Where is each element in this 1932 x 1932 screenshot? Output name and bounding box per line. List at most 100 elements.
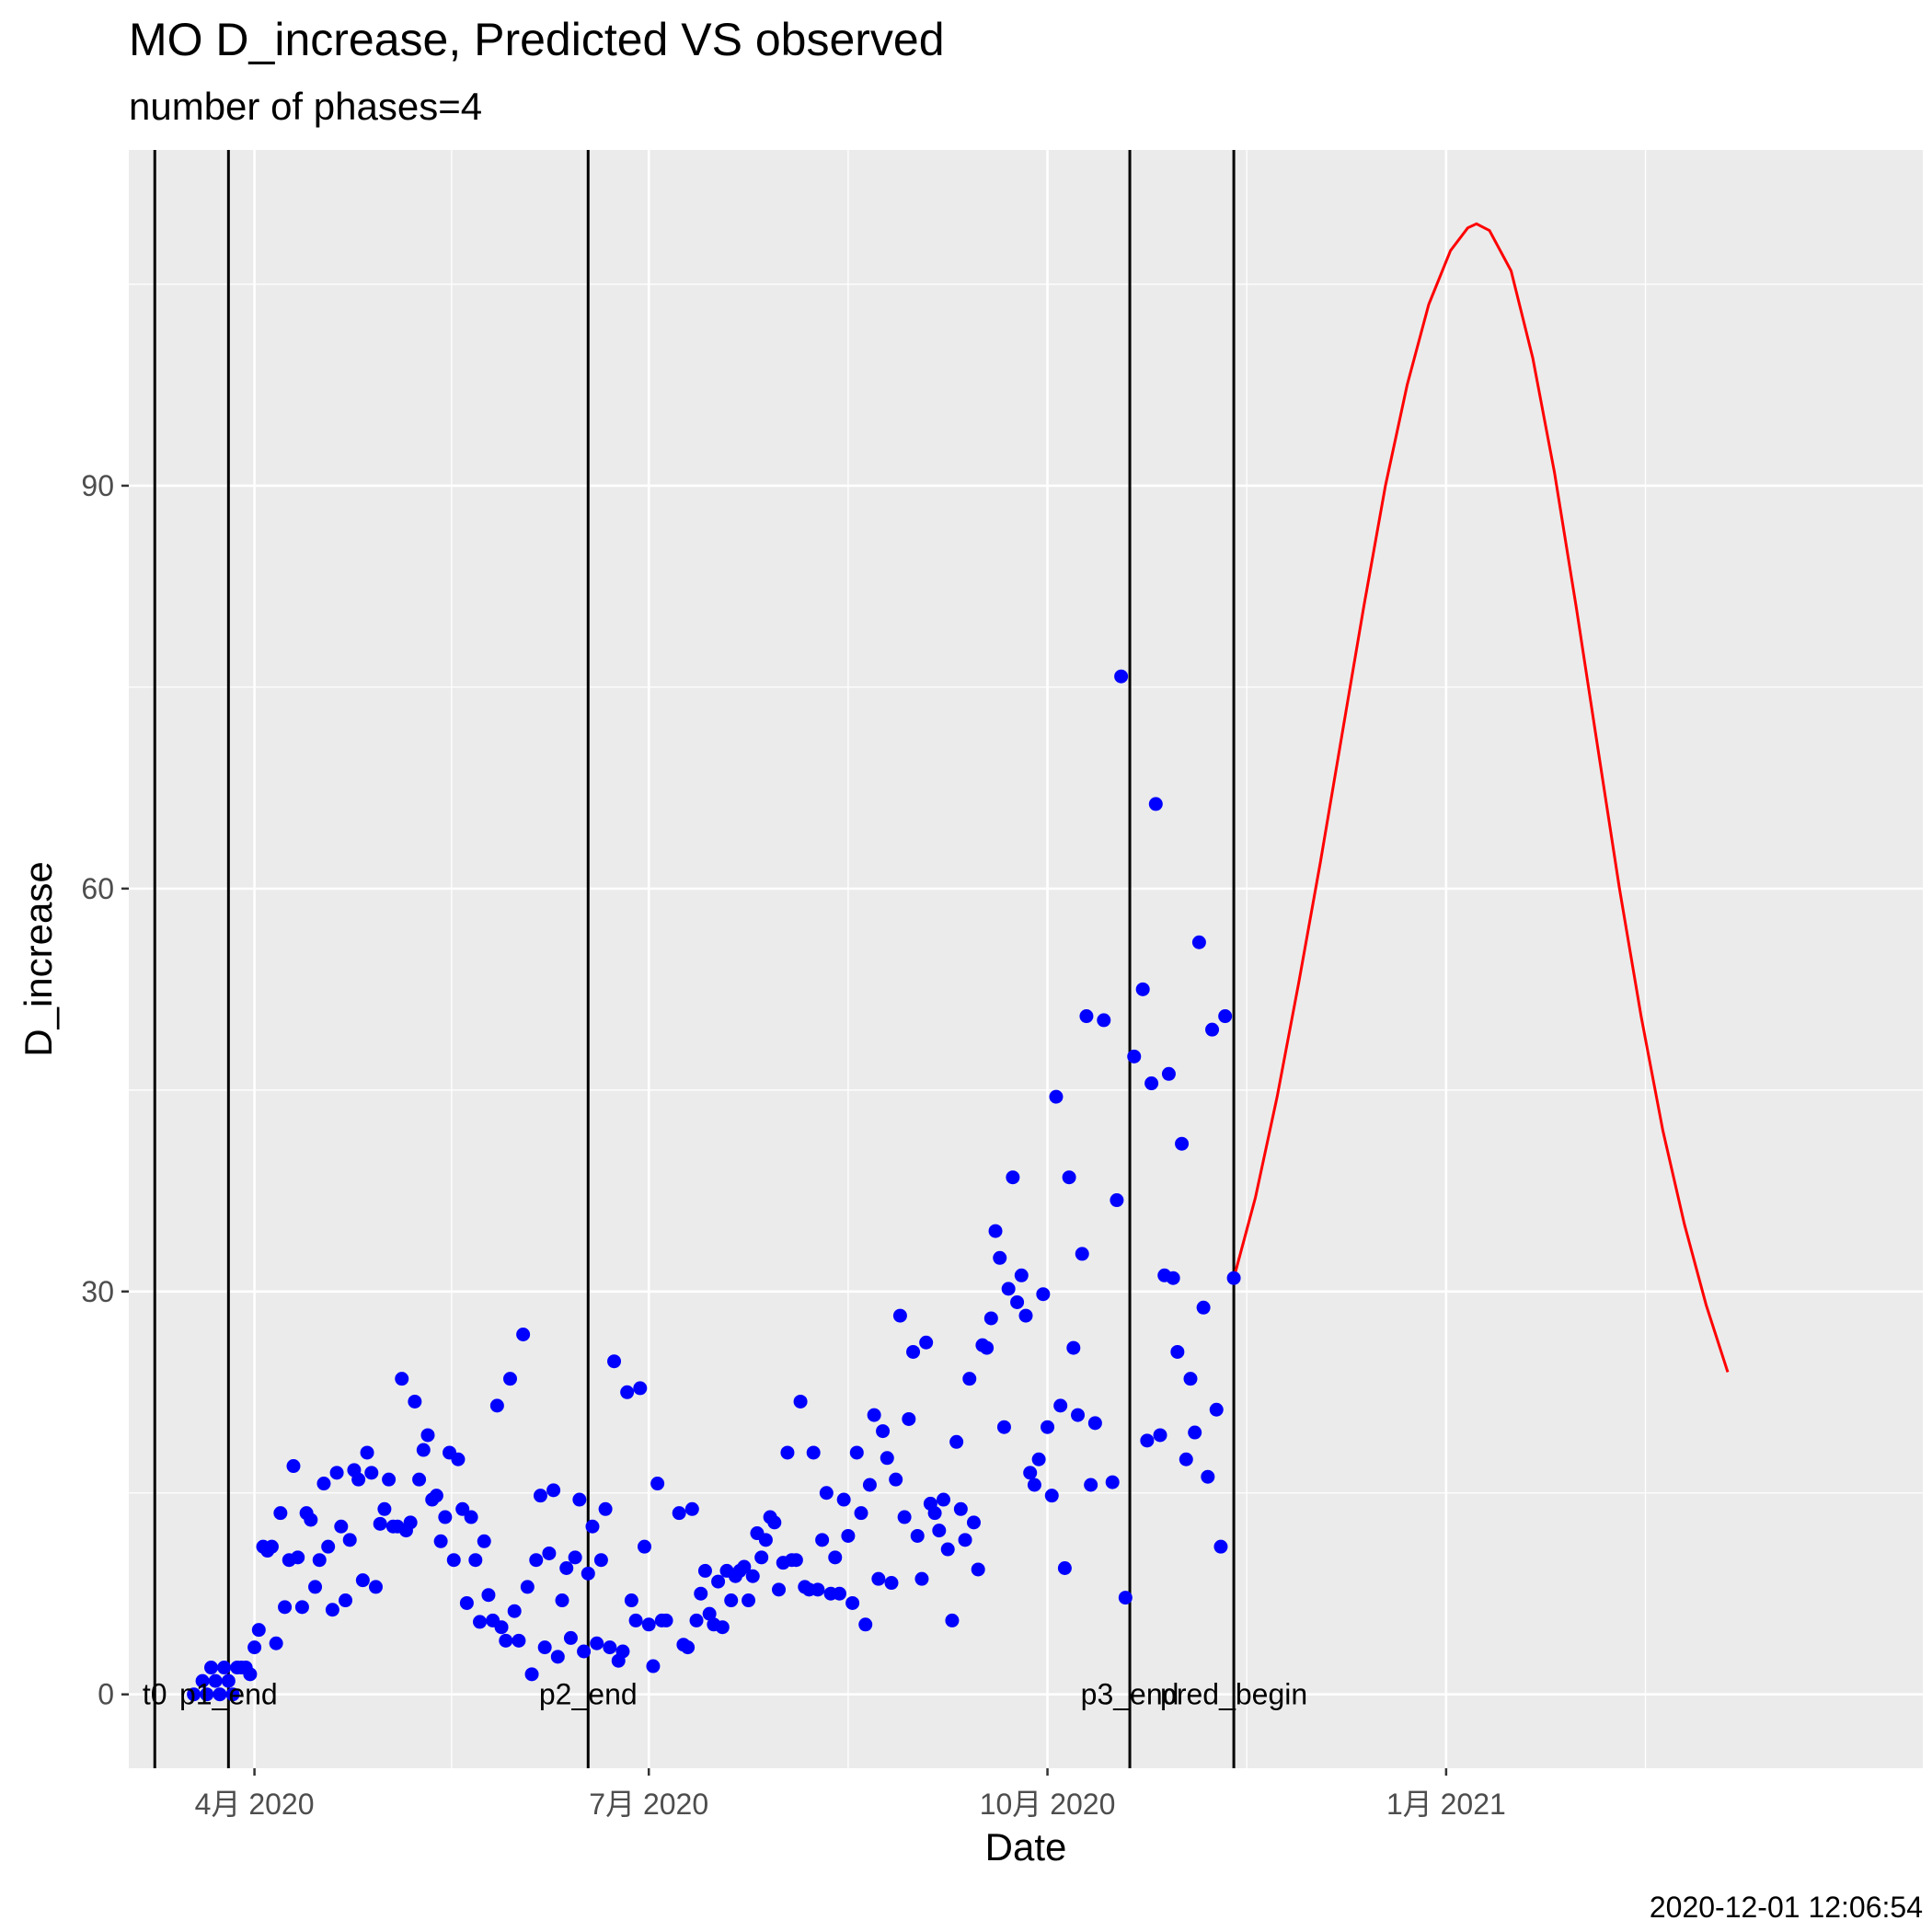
observed-point (1057, 1560, 1072, 1575)
observed-point (1087, 1416, 1102, 1431)
observed-point (382, 1472, 397, 1487)
observed-point (403, 1515, 418, 1530)
observed-point (195, 1673, 210, 1688)
observed-point (368, 1580, 383, 1594)
observed-point (1023, 1466, 1038, 1480)
observed-point (316, 1477, 331, 1491)
observed-point (1166, 1271, 1180, 1285)
observed-point (638, 1539, 652, 1554)
observed-point (342, 1533, 357, 1547)
observed-point (815, 1533, 830, 1547)
observed-point (593, 1553, 608, 1568)
observed-point (962, 1372, 977, 1386)
observed-point (1031, 1452, 1046, 1466)
observed-point (633, 1381, 648, 1396)
observed-point (772, 1582, 787, 1597)
observed-point (937, 1492, 951, 1507)
observed-point (603, 1640, 617, 1655)
observed-point (1027, 1478, 1041, 1492)
observed-point (607, 1354, 622, 1369)
phase-vline-label: p1_end (179, 1678, 278, 1711)
observed-point (672, 1506, 686, 1521)
observed-point (329, 1466, 344, 1480)
observed-point (433, 1534, 448, 1548)
observed-point (884, 1576, 899, 1591)
observed-point (927, 1506, 942, 1521)
observed-point (1014, 1268, 1029, 1282)
observed-point (806, 1445, 821, 1460)
phase-vline-label: t0 (143, 1678, 167, 1711)
observed-point (1114, 669, 1129, 684)
observed-point (641, 1617, 656, 1632)
observed-point (412, 1472, 427, 1487)
observed-point (273, 1506, 288, 1521)
observed-point (1170, 1344, 1185, 1359)
observed-point (1144, 1076, 1159, 1091)
observed-point (910, 1528, 925, 1543)
observed-point (355, 1573, 370, 1588)
observed-point (949, 1434, 964, 1449)
observed-point (577, 1644, 592, 1659)
observed-point (339, 1593, 353, 1608)
observed-point (221, 1673, 236, 1688)
observed-point (914, 1571, 929, 1586)
observed-point (758, 1533, 773, 1547)
observed-point (585, 1519, 600, 1534)
observed-point (217, 1661, 232, 1675)
observed-point (1079, 1009, 1094, 1024)
observed-point (754, 1550, 769, 1565)
observed-point (1049, 1089, 1064, 1104)
observed-point (542, 1546, 557, 1560)
observed-point (464, 1510, 478, 1524)
observed-point (788, 1553, 803, 1568)
observed-point (620, 1385, 635, 1399)
observed-point (845, 1595, 860, 1610)
observed-point (1110, 1193, 1124, 1208)
observed-point (459, 1595, 474, 1610)
observed-point (892, 1308, 907, 1323)
observed-point (520, 1580, 535, 1594)
observed-point (559, 1560, 574, 1575)
observed-point (455, 1501, 470, 1516)
observed-point (555, 1593, 569, 1608)
observed-point (1097, 1013, 1111, 1028)
observed-point (1205, 1022, 1220, 1037)
observed-point (940, 1542, 955, 1557)
observed-point (1175, 1136, 1190, 1151)
observed-point (278, 1600, 293, 1615)
observed-point (360, 1445, 374, 1460)
observed-point (334, 1519, 349, 1534)
observed-point (269, 1636, 283, 1650)
observed-point (408, 1394, 422, 1409)
observed-point (1018, 1308, 1033, 1323)
observed-point (767, 1515, 782, 1530)
observed-point (836, 1492, 851, 1507)
observed-point (312, 1553, 327, 1568)
observed-point (1188, 1425, 1202, 1440)
x-tick-label: 1月 2021 (1386, 1788, 1506, 1821)
observed-point (849, 1445, 864, 1460)
observed-point (473, 1615, 488, 1629)
observed-point (841, 1528, 856, 1543)
observed-point (628, 1613, 643, 1627)
observed-point (650, 1477, 665, 1491)
observed-point (1127, 1049, 1142, 1064)
observed-point (624, 1593, 638, 1608)
observed-point (429, 1489, 443, 1503)
observed-point (1218, 1009, 1233, 1024)
observed-point (902, 1411, 916, 1426)
observed-point (286, 1459, 301, 1474)
observed-point (1036, 1287, 1051, 1302)
observed-point (780, 1445, 795, 1460)
observed-point (646, 1659, 661, 1673)
observed-point (819, 1486, 834, 1501)
observed-point (264, 1539, 279, 1554)
observed-point (871, 1571, 886, 1586)
observed-point (225, 1687, 240, 1702)
y-tick-label: 60 (81, 872, 114, 905)
observed-point (681, 1640, 696, 1655)
observed-point (889, 1472, 903, 1487)
observed-point (200, 1687, 214, 1702)
observed-point (1201, 1469, 1215, 1484)
observed-point (377, 1501, 392, 1516)
